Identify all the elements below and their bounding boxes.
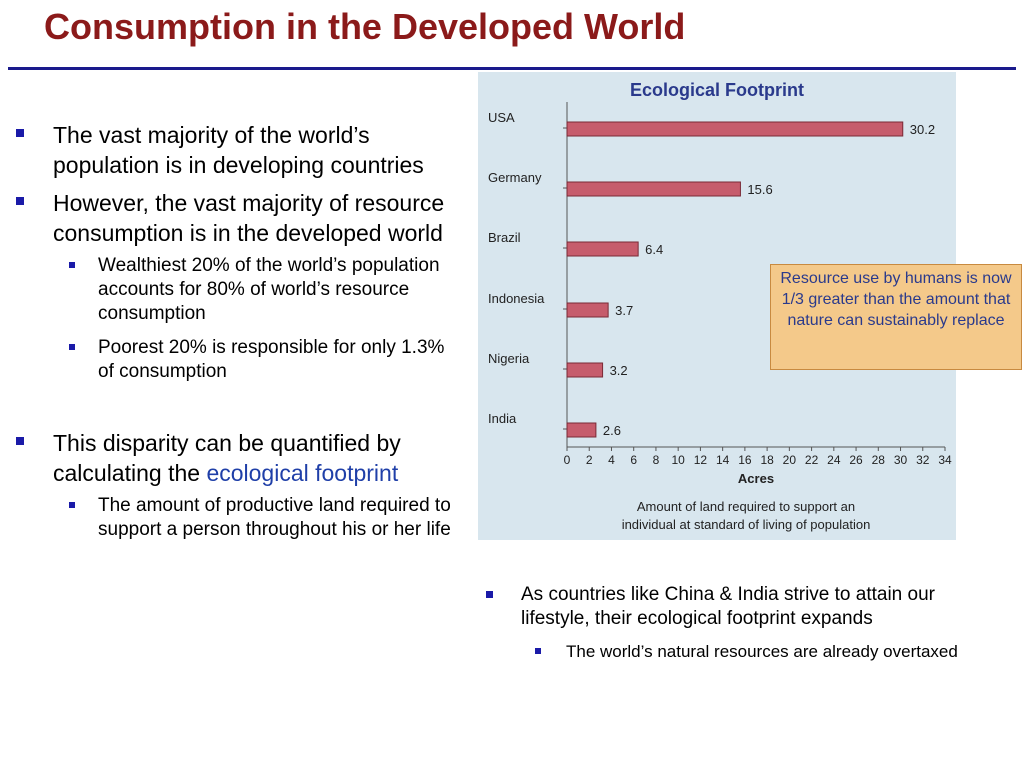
data-label: 3.2	[610, 363, 628, 378]
bar	[566, 302, 609, 318]
x-tick-label: 14	[716, 453, 730, 467]
x-tick-label: 0	[564, 453, 571, 467]
bullet-marker	[16, 197, 24, 205]
chart-caption: Amount of land required to support an	[637, 499, 855, 514]
resource-use-callout: Resource use by humans is now 1/3 greate…	[770, 264, 1022, 370]
x-tick-label: 34	[938, 453, 952, 467]
category-label: USA	[488, 110, 515, 125]
bullet-disparity: This disparity can be quantified by calc…	[16, 428, 456, 542]
x-tick-label: 18	[760, 453, 774, 467]
sub-bullet-marker	[69, 344, 75, 350]
x-tick-label: 4	[608, 453, 615, 467]
sub-bullet-text: Poorest 20% is responsible for only 1.3%…	[98, 337, 445, 382]
bullet-developing-population: The vast majority of the world’s populat…	[16, 120, 456, 180]
category-label: India	[488, 411, 517, 426]
x-tick-label: 10	[671, 453, 685, 467]
bullet-marker	[486, 591, 493, 598]
sub-bullet-overtaxed: The world’s natural resources are alread…	[486, 641, 1006, 662]
left-bullet-list: The vast majority of the world’s populat…	[16, 120, 456, 552]
x-tick-label: 12	[694, 453, 708, 467]
x-tick-label: 32	[916, 453, 930, 467]
right-bullet-list: As countries like China & India strive t…	[486, 583, 1006, 662]
bullet-text: This disparity can be quantified by calc…	[53, 430, 401, 486]
x-tick-label: 24	[827, 453, 841, 467]
ecological-footprint-link[interactable]: ecological footprint	[206, 460, 399, 486]
data-label: 15.6	[747, 182, 772, 197]
x-tick-label: 20	[783, 453, 797, 467]
bar	[566, 362, 604, 378]
data-label: 2.6	[603, 423, 621, 438]
sub-bullet-marker	[535, 648, 541, 654]
data-label: 30.2	[910, 122, 935, 137]
chart-caption: individual at standard of living of popu…	[622, 517, 871, 532]
x-tick-label: 16	[738, 453, 752, 467]
bar	[566, 241, 639, 257]
x-axis-label: Acres	[738, 471, 774, 486]
bullet-resource-consumption: However, the vast majority of resource c…	[16, 188, 456, 384]
x-tick-label: 2	[586, 453, 593, 467]
sub-bullet-list: Wealthiest 20% of the world’s population…	[53, 254, 456, 384]
bullet-china-india: As countries like China & India strive t…	[486, 583, 1006, 631]
x-tick-label: 8	[653, 453, 660, 467]
slide-title: Consumption in the Developed World	[44, 6, 686, 47]
sub-bullet-marker	[69, 262, 75, 268]
bullet-text: However, the vast majority of resource c…	[53, 190, 445, 246]
bullet-spacer	[16, 394, 456, 428]
sub-bullet-marker	[69, 502, 75, 508]
bullet-text: As countries like China & India strive t…	[521, 584, 935, 629]
title-divider	[8, 67, 1016, 70]
category-label: Brazil	[488, 230, 521, 245]
chart-title: Ecological Footprint	[630, 80, 804, 100]
category-label: Indonesia	[488, 291, 545, 306]
bar	[566, 121, 904, 137]
data-label: 3.7	[615, 303, 633, 318]
data-label: 6.4	[645, 242, 663, 257]
category-label: Nigeria	[488, 351, 530, 366]
category-label: Germany	[488, 170, 542, 185]
sub-bullet-list: The amount of productive land required t…	[53, 494, 456, 542]
sub-bullet-text: The world’s natural resources are alread…	[566, 642, 958, 661]
x-tick-label: 6	[630, 453, 637, 467]
sub-bullet-poorest: Poorest 20% is responsible for only 1.3%…	[53, 336, 456, 384]
bullet-text: The vast majority of the world’s populat…	[53, 122, 424, 178]
sub-bullet-text: The amount of productive land required t…	[98, 495, 451, 540]
bullet-marker	[16, 129, 24, 137]
sub-bullet-wealthiest: Wealthiest 20% of the world’s population…	[53, 254, 456, 326]
x-tick-label: 22	[805, 453, 819, 467]
bar	[566, 181, 741, 197]
x-tick-label: 30	[894, 453, 908, 467]
ecological-footprint-chart: 0 2 4 6 8 10 12 14 16 18 20 22 24 26 28 30 32 34USA30.2Ge…	[488, 102, 952, 532]
x-tick-label: 28	[872, 453, 886, 467]
bullet-marker	[16, 437, 24, 445]
sub-bullet-definition: The amount of productive land required t…	[53, 494, 456, 542]
sub-bullet-text: Wealthiest 20% of the world’s population…	[98, 255, 440, 324]
x-tick-label: 26	[849, 453, 863, 467]
bar	[566, 422, 597, 438]
